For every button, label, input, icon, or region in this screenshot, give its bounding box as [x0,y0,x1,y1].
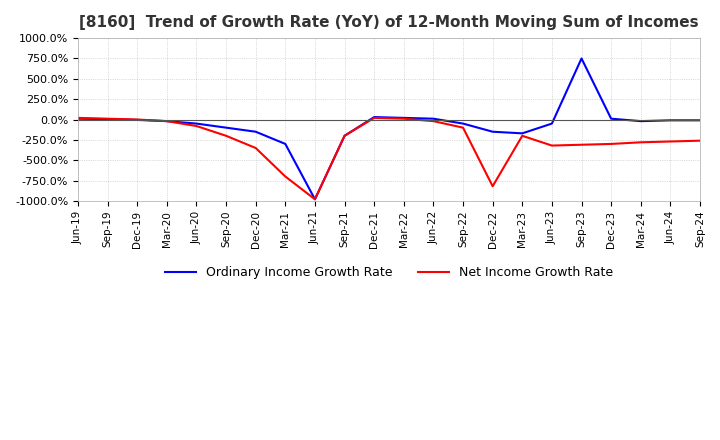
Ordinary Income Growth Rate [251,129,260,134]
Net Income Growth Rate [103,116,112,121]
Ordinary Income Growth Rate [163,118,171,124]
Net Income Growth Rate [400,116,408,121]
Line: Ordinary Income Growth Rate: Ordinary Income Growth Rate [78,59,700,199]
Net Income Growth Rate [459,125,467,130]
Ordinary Income Growth Rate [488,129,497,134]
Ordinary Income Growth Rate [192,121,201,126]
Ordinary Income Growth Rate [400,115,408,121]
Ordinary Income Growth Rate [577,56,586,61]
Net Income Growth Rate [666,139,675,144]
Ordinary Income Growth Rate [222,125,230,130]
Net Income Growth Rate [73,115,82,121]
Net Income Growth Rate [636,139,645,145]
Ordinary Income Growth Rate [607,116,616,121]
Ordinary Income Growth Rate [548,121,557,126]
Net Income Growth Rate [251,145,260,150]
Net Income Growth Rate [370,115,379,121]
Ordinary Income Growth Rate [459,121,467,126]
Net Income Growth Rate [222,133,230,139]
Title: [8160]  Trend of Growth Rate (YoY) of 12-Month Moving Sum of Incomes: [8160] Trend of Growth Rate (YoY) of 12-… [79,15,699,30]
Net Income Growth Rate [133,117,142,122]
Net Income Growth Rate [192,123,201,128]
Ordinary Income Growth Rate [73,116,82,121]
Ordinary Income Growth Rate [281,141,289,147]
Ordinary Income Growth Rate [133,117,142,123]
Ordinary Income Growth Rate [518,131,526,136]
Line: Net Income Growth Rate: Net Income Growth Rate [78,118,700,199]
Net Income Growth Rate [607,141,616,147]
Net Income Growth Rate [281,174,289,179]
Net Income Growth Rate [488,183,497,189]
Net Income Growth Rate [518,133,526,139]
Net Income Growth Rate [577,142,586,147]
Net Income Growth Rate [429,118,438,124]
Net Income Growth Rate [310,197,319,202]
Ordinary Income Growth Rate [429,116,438,121]
Ordinary Income Growth Rate [636,118,645,124]
Legend: Ordinary Income Growth Rate, Net Income Growth Rate: Ordinary Income Growth Rate, Net Income … [160,261,618,284]
Ordinary Income Growth Rate [341,133,349,139]
Net Income Growth Rate [696,138,704,143]
Net Income Growth Rate [341,133,349,139]
Net Income Growth Rate [548,143,557,148]
Ordinary Income Growth Rate [696,117,704,123]
Ordinary Income Growth Rate [103,117,112,122]
Net Income Growth Rate [163,118,171,124]
Ordinary Income Growth Rate [666,117,675,123]
Ordinary Income Growth Rate [370,114,379,120]
Ordinary Income Growth Rate [310,197,319,202]
